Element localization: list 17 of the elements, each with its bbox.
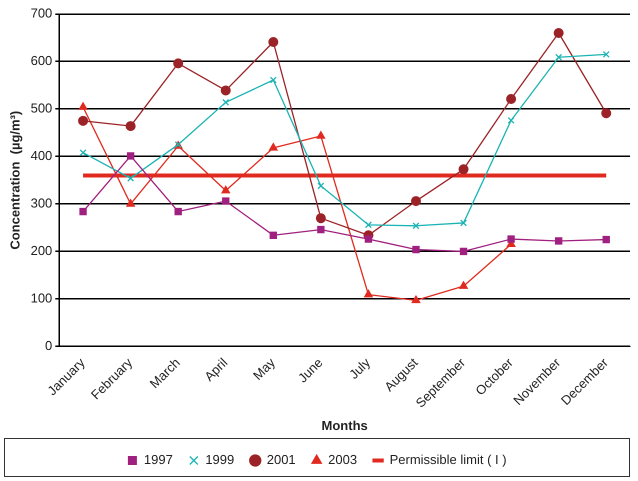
legend-label: 2003 bbox=[328, 452, 358, 468]
x-tick-label: May bbox=[250, 354, 278, 383]
y-tick-label: 0 bbox=[45, 338, 52, 353]
legend-label: 2001 bbox=[266, 452, 296, 468]
legend-label: 1997 bbox=[144, 452, 173, 468]
y-tick-label: 600 bbox=[30, 53, 52, 68]
legend-label: 1999 bbox=[205, 452, 234, 468]
y-tick-label: 200 bbox=[30, 243, 52, 258]
y-tick-label: 500 bbox=[30, 100, 52, 116]
y-tick-label: 700 bbox=[30, 6, 52, 21]
y-tick-label: 300 bbox=[30, 196, 52, 211]
y-tick-label: 100 bbox=[30, 290, 52, 306]
x-tick-label: July bbox=[346, 354, 374, 382]
x-axis-title: Months bbox=[322, 418, 368, 433]
y-tick-label: 400 bbox=[30, 148, 52, 164]
y-axis-title: Concentration (µg/m³) bbox=[7, 110, 22, 250]
legend-label: Permissible limit ( I ) bbox=[390, 452, 507, 468]
